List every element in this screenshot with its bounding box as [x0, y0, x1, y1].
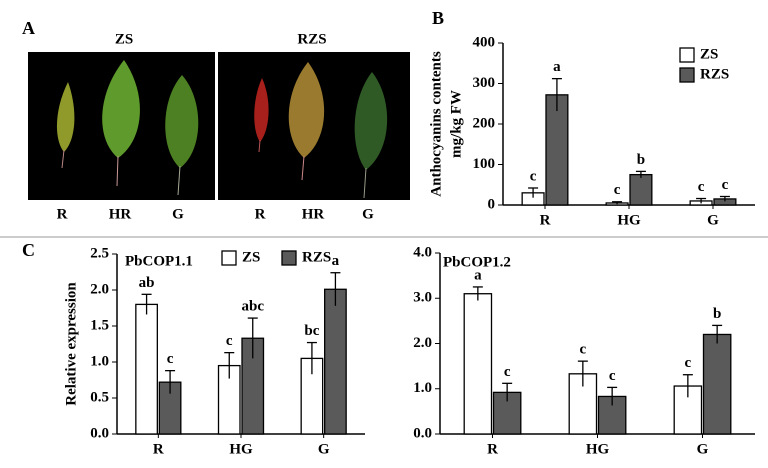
y-axis-label: Relative expression [63, 282, 79, 406]
panel-label: B [432, 8, 444, 28]
y-tick-label: 0.0 [413, 425, 432, 441]
significance-letter: c [167, 351, 174, 367]
x-tick-label: G [707, 212, 719, 228]
significance-letter: abc [241, 299, 264, 315]
y-tick-label: 200 [473, 115, 496, 131]
y-tick-label: 2.5 [90, 245, 109, 261]
significance-letter: a [474, 267, 482, 283]
y-tick-label: 4.0 [413, 244, 432, 260]
x-tick-label: R [487, 441, 498, 457]
legend-label: ZS [700, 46, 718, 62]
y-tick-label: 0.0 [90, 425, 109, 441]
legend-label: RZS [302, 249, 331, 265]
x-tick-label: HG [617, 212, 641, 228]
y-tick-label: 0.5 [90, 389, 109, 405]
x-tick-label: HG [586, 441, 610, 457]
y-tick-label: 0 [488, 196, 496, 212]
significance-letter: c [226, 333, 233, 349]
y-tick-label: 400 [473, 34, 496, 50]
y-tick-label: 2.0 [90, 281, 109, 297]
significance-letter: c [504, 364, 511, 380]
y-axis-label: Anthocyanins contents [428, 51, 444, 197]
leaves [56, 60, 388, 199]
y-tick-label: 100 [473, 156, 496, 172]
significance-letter: c [685, 355, 692, 371]
significance-letter: b [713, 306, 721, 322]
significance-letter: c [609, 368, 616, 384]
significance-letter: c [580, 342, 587, 358]
leaf-label: HR [109, 206, 132, 222]
group-title: ZS [115, 31, 133, 47]
legend-swatch [221, 250, 237, 266]
bar [545, 94, 569, 206]
bar [629, 173, 653, 206]
significance-letter: c [698, 179, 705, 195]
legend-label: RZS [700, 66, 729, 82]
y-tick-label: 1.5 [90, 317, 109, 333]
leaf-label: G [172, 206, 184, 222]
x-tick-label: G [697, 441, 709, 457]
y-tick-label: 2.0 [413, 335, 432, 351]
significance-letter: a [332, 253, 340, 269]
x-tick-label: R [153, 441, 164, 457]
y-tick-label: 3.0 [413, 290, 432, 306]
y-tick-label: 300 [473, 75, 496, 91]
panel-label: A [22, 18, 35, 38]
y-tick-label: 1.0 [90, 353, 109, 369]
significance-letter: c [722, 177, 729, 193]
x-tick-label: HG [229, 441, 253, 457]
chart-title: PbCOP1.1 [125, 253, 193, 269]
significance-letter: c [530, 168, 537, 184]
y-axis-label: mg/kg FW [448, 90, 464, 158]
group-title: RZS [297, 31, 326, 47]
legend-swatch [679, 67, 695, 83]
y-tick-label: 1.0 [413, 380, 432, 396]
panel-label: C [22, 240, 35, 260]
x-tick-label: R [540, 212, 551, 228]
significance-letter: a [553, 59, 561, 75]
leaf-label: R [57, 206, 68, 222]
x-tick-label: G [318, 441, 330, 457]
leaf-label: R [255, 206, 266, 222]
leaf-label: G [362, 206, 374, 222]
bar [135, 303, 158, 435]
chart-title: PbCOP1.2 [443, 254, 511, 270]
bar [324, 288, 347, 435]
significance-letter: b [637, 152, 645, 168]
legend-label: ZS [242, 249, 260, 265]
bar [463, 293, 493, 435]
legend-swatch [679, 47, 695, 63]
significance-letter: ab [139, 275, 155, 291]
significance-letter: c [614, 182, 621, 198]
significance-letter: bc [304, 323, 319, 339]
bar [702, 333, 732, 435]
legend-swatch [281, 250, 297, 266]
leaf-label: HR [302, 206, 325, 222]
